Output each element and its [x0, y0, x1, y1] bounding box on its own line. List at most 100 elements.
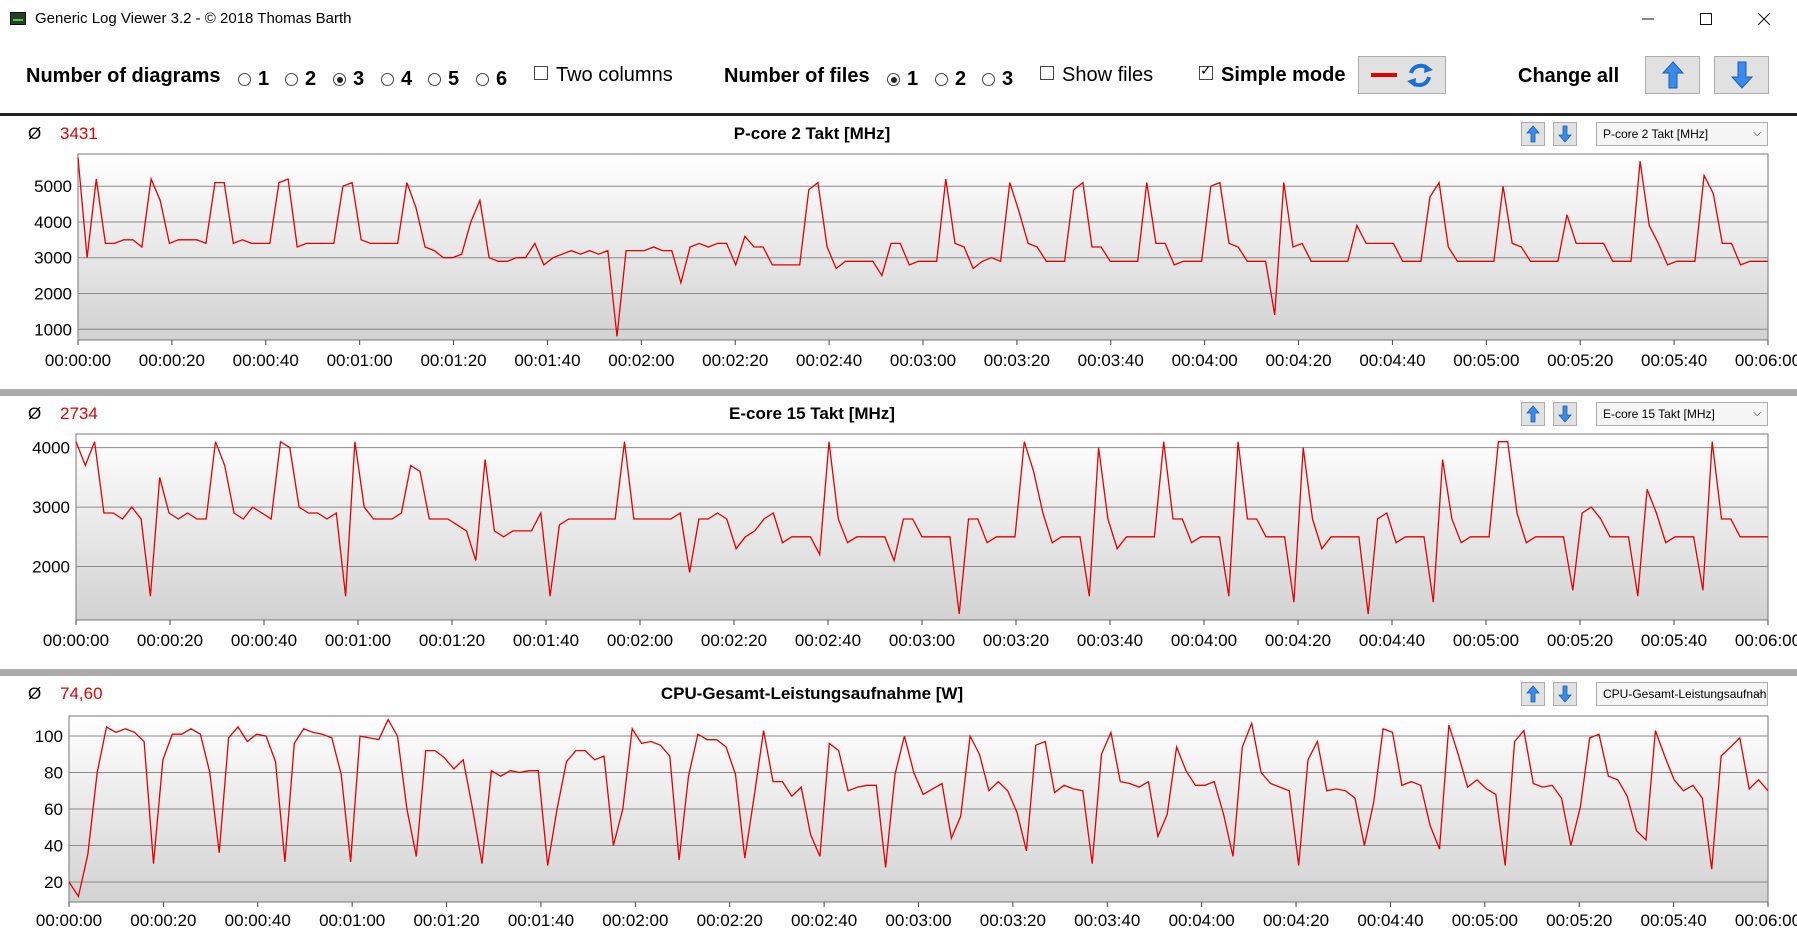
series-line: [77, 157, 1768, 337]
panel-divider: [0, 389, 1797, 396]
maximize-icon[interactable]: [1677, 0, 1735, 38]
y-tick-label: 3000: [34, 249, 72, 268]
x-tick-label: 00:00:20: [139, 351, 205, 370]
x-tick-label: 00:00:00: [36, 911, 102, 930]
diagram-radio-3[interactable]: 3: [333, 68, 364, 91]
line-chart: 2000 3000 4000 00:00:00 00:00:20 00:00:40 00:0…: [32, 433, 1797, 650]
simple-mode-checkbox[interactable]: Simple mode: [1199, 63, 1345, 87]
x-tick-label: 00:04:40: [1357, 911, 1423, 930]
minimize-icon[interactable]: [1619, 0, 1677, 38]
app-icon: [10, 12, 26, 25]
x-tick-label: 00:05:20: [1547, 351, 1613, 370]
file-radio-1[interactable]: 1: [887, 68, 918, 91]
x-tick-label: 00:05:40: [1641, 911, 1707, 930]
diagram-title: CPU-Gesamt-Leistungsaufnahme [W]: [660, 684, 964, 703]
chevron-down-icon: ⌵: [1753, 688, 1761, 699]
show-files-checkbox[interactable]: Show files: [1040, 64, 1153, 87]
toolbar-divider: [0, 113, 1797, 116]
diagram-radio-5[interactable]: 5: [428, 68, 459, 91]
x-tick-label: 00:03:40: [1077, 631, 1143, 650]
x-tick-label: 00:02:40: [795, 631, 861, 650]
diagram-move-down-button[interactable]: [1553, 402, 1577, 426]
arrow-up-icon: [1526, 125, 1540, 143]
title-bar: Generic Log Viewer 3.2 - © 2018 Thomas B…: [0, 0, 1797, 38]
diagram-radio-4[interactable]: 4: [381, 68, 412, 91]
x-tick-label: 00:04:20: [1265, 351, 1331, 370]
chevron-down-icon: ⌵: [1753, 408, 1761, 419]
x-tick-label: 00:03:20: [983, 631, 1049, 650]
close-icon[interactable]: [1735, 0, 1793, 38]
x-tick-label: 00:01:00: [319, 911, 385, 930]
y-tick-label: 2000: [32, 558, 70, 577]
x-tick-label: 00:03:00: [889, 631, 955, 650]
y-tick-label: 80: [44, 764, 63, 783]
average-symbol: Ø: [28, 404, 42, 423]
series-line: [68, 718, 1769, 899]
x-tick-label: 00:02:40: [796, 351, 862, 370]
arrow-up-icon: [1526, 685, 1540, 703]
diagram-radio-2[interactable]: 2: [285, 68, 316, 91]
x-tick-label: 00:06:00: [1735, 911, 1797, 930]
x-tick-label: 00:00:00: [45, 351, 111, 370]
average-value: 74,60: [60, 684, 103, 703]
two-columns-checkbox[interactable]: Two columns: [534, 64, 673, 87]
y-tick-label: 1000: [34, 320, 72, 339]
diagram-move-down-button[interactable]: [1553, 682, 1577, 706]
diagram-radio-1[interactable]: 1: [238, 68, 269, 91]
x-tick-label: 00:02:20: [701, 631, 767, 650]
x-tick-label: 00:00:20: [137, 631, 203, 650]
x-tick-label: 00:06:00: [1735, 351, 1797, 370]
x-tick-label: 00:03:40: [1078, 351, 1144, 370]
move-down-all-button[interactable]: [1714, 56, 1769, 94]
x-tick-label: 00:05:00: [1453, 351, 1519, 370]
move-up-all-button[interactable]: [1645, 56, 1700, 94]
x-tick-label: 00:01:20: [413, 911, 479, 930]
line-chart: 20 40 60 80 100 00:00:00 00:00:20 00:00:40 00:01…: [35, 715, 1797, 930]
x-tick-label: 00:05:20: [1547, 631, 1613, 650]
x-tick-label: 00:06:00: [1735, 631, 1797, 650]
average-symbol: Ø: [28, 124, 42, 143]
x-tick-label: 00:02:40: [791, 911, 857, 930]
diagram-move-down-button[interactable]: [1553, 122, 1577, 146]
channel-select[interactable]: CPU-Gesamt-Leistungsaufnahme [W]⌵: [1596, 682, 1768, 706]
x-tick-label: 00:02:00: [602, 911, 668, 930]
x-tick-label: 00:00:40: [231, 631, 297, 650]
y-tick-label: 2000: [34, 285, 72, 304]
x-tick-label: 00:01:00: [327, 351, 393, 370]
chevron-down-icon: ⌵: [1753, 128, 1761, 139]
x-tick-label: 00:05:40: [1641, 351, 1707, 370]
arrow-up-icon: [1661, 61, 1684, 89]
x-tick-label: 00:01:20: [419, 631, 485, 650]
average-value: 3431: [60, 124, 98, 143]
x-tick-label: 00:00:20: [130, 911, 196, 930]
file-radio-3[interactable]: 3: [982, 68, 1013, 91]
y-tick-label: 4000: [34, 213, 72, 232]
panel-divider: [0, 669, 1797, 676]
x-tick-label: 00:05:20: [1546, 911, 1612, 930]
channel-select[interactable]: P-core 2 Takt [MHz] ⌵: [1596, 122, 1768, 146]
x-tick-label: 00:01:00: [325, 631, 391, 650]
number-of-diagrams-label: Number of diagrams: [26, 65, 221, 87]
diagram-panel-3: Ø 74,60 CPU-Gesamt-Leistungsaufnahme [W]…: [0, 676, 1797, 952]
line-color-button[interactable]: [1358, 56, 1446, 94]
diagram-move-up-button[interactable]: [1521, 122, 1545, 146]
file-radio-2[interactable]: 2: [935, 68, 966, 91]
diagram-title: P-core 2 Takt [MHz]: [733, 124, 891, 143]
diagram-move-up-button[interactable]: [1521, 682, 1545, 706]
arrow-down-icon: [1730, 61, 1753, 89]
x-tick-label: 00:05:00: [1452, 911, 1518, 930]
x-tick-label: 00:04:20: [1265, 631, 1331, 650]
number-of-files-label: Number of files: [724, 65, 870, 87]
diagram-move-up-button[interactable]: [1521, 402, 1545, 426]
x-tick-label: 00:03:40: [1074, 911, 1140, 930]
x-tick-label: 00:03:20: [984, 351, 1050, 370]
arrow-down-icon: [1558, 405, 1572, 423]
channel-select[interactable]: E-core 15 Takt [MHz] ⌵: [1596, 402, 1768, 426]
diagram-radio-6[interactable]: 6: [476, 68, 507, 91]
average-symbol: Ø: [28, 684, 42, 703]
diagram-panel-1: Ø 3431 P-core 2 Takt [MHz] P-core 2 Takt…: [0, 116, 1797, 389]
arrow-down-icon: [1558, 685, 1572, 703]
x-tick-label: 00:02:20: [697, 911, 763, 930]
x-tick-label: 00:03:00: [885, 911, 951, 930]
x-tick-label: 00:01:40: [513, 631, 579, 650]
